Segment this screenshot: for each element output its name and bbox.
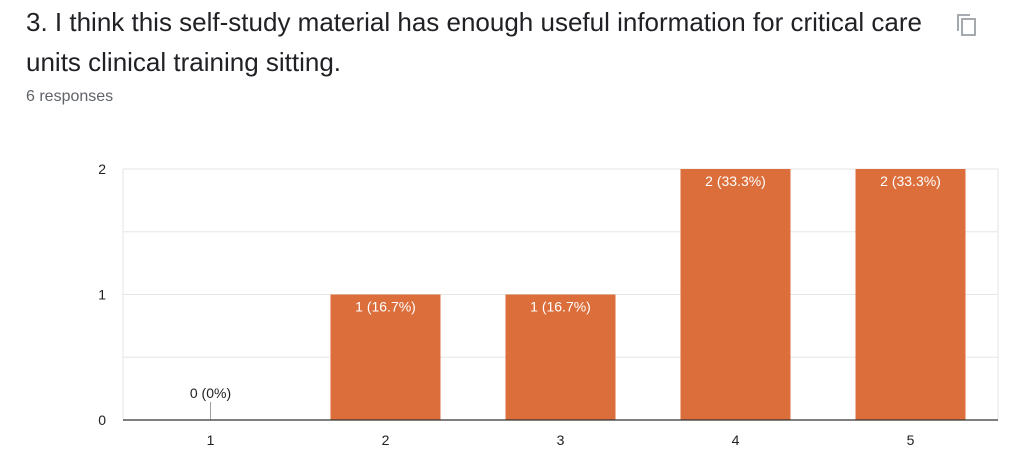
data-label-2: 1 (16.7%) xyxy=(355,299,416,315)
y-tick-label: 1 xyxy=(98,287,106,303)
question-title: 3. I think this self-study material has … xyxy=(26,7,922,77)
x-tick-label: 1 xyxy=(207,432,215,448)
data-label-5: 2 (33.3%) xyxy=(880,173,941,189)
x-tick-label: 5 xyxy=(907,432,915,448)
x-tick-label: 3 xyxy=(557,432,565,448)
bar-4 xyxy=(680,169,791,420)
y-tick-label: 0 xyxy=(98,412,106,428)
bar-5 xyxy=(855,169,966,420)
x-tick-label: 2 xyxy=(382,432,390,448)
data-label-3: 1 (16.7%) xyxy=(530,299,591,315)
x-tick-label: 4 xyxy=(732,432,740,448)
copy-chart-button[interactable] xyxy=(952,10,982,40)
response-count: 6 responses xyxy=(26,88,114,105)
data-label-1: 0 (0%) xyxy=(190,385,231,401)
bar-2 xyxy=(330,294,441,420)
y-tick-label: 2 xyxy=(98,161,106,177)
bar-3 xyxy=(505,294,616,420)
data-label-4: 2 (33.3%) xyxy=(705,173,766,189)
copy-icon xyxy=(957,14,976,36)
